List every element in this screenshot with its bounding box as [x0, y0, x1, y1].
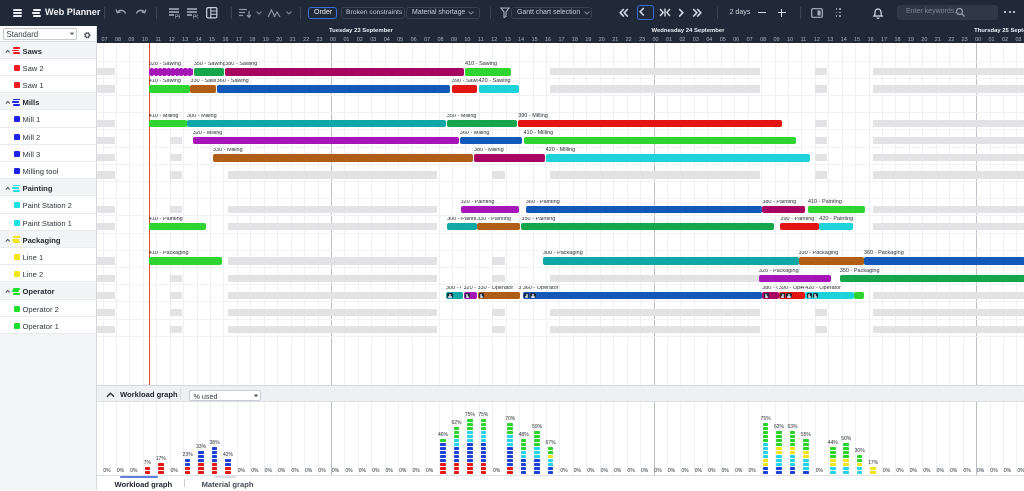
svg-text:PO: PO	[193, 15, 198, 20]
svg-text:PR: PR	[175, 15, 180, 20]
